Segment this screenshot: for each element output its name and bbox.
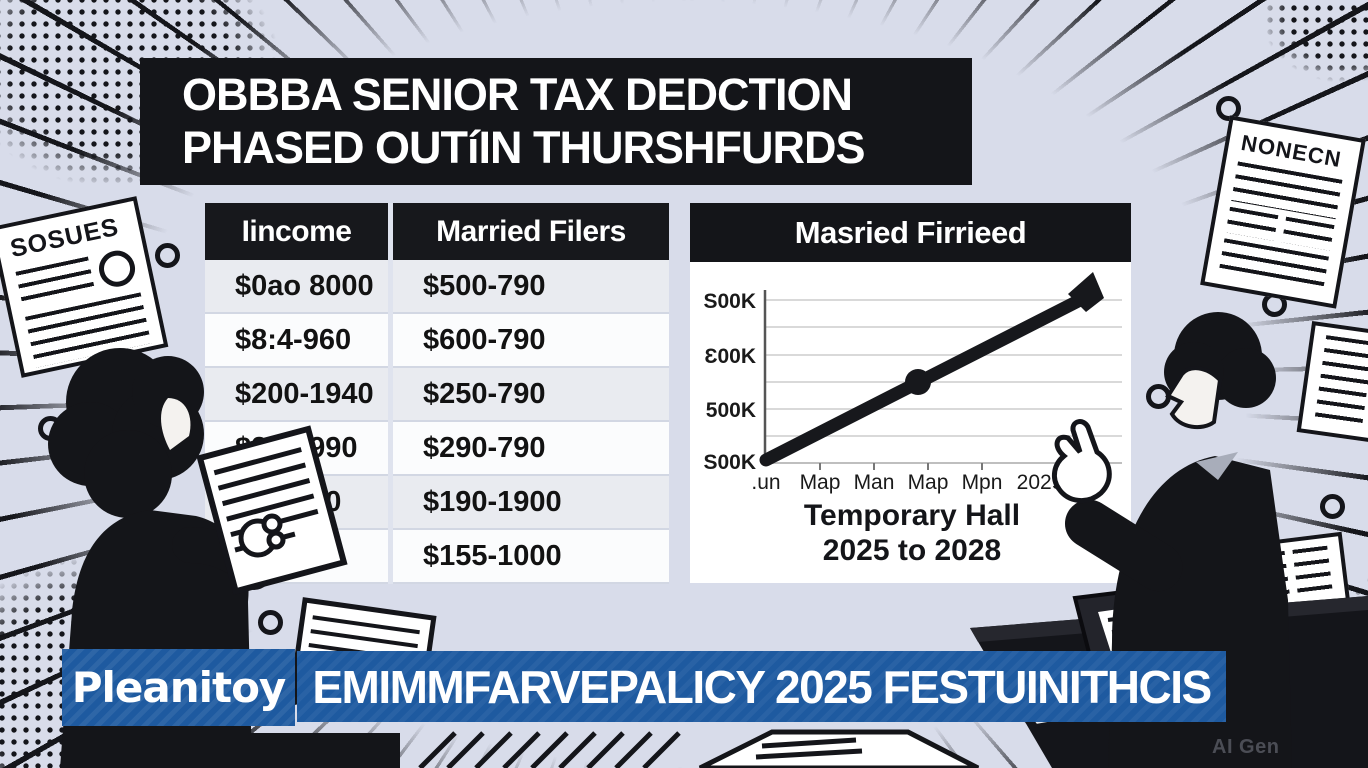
document-nonecn: NONECN	[1200, 115, 1366, 309]
footer-banner: EMIMMFARVEPALICY 2025 FESTUINITHCIS	[297, 651, 1226, 722]
circle-accent	[155, 243, 180, 268]
document-text-lines	[1281, 216, 1335, 251]
chart-caption-line1: Temporary Hall	[804, 499, 1020, 532]
title-line-1: OBBBA SENIOR TAX DEDCTION	[182, 68, 853, 120]
table-cell: $190-1900	[393, 476, 669, 530]
ai-gen-watermark: AI Gen	[1212, 736, 1279, 759]
table-cell: $200-990	[205, 422, 388, 476]
table-cell: $500-790	[393, 260, 669, 314]
document-bottom-right	[1232, 531, 1358, 677]
y-tick-labels: S00K Ɛ00K 500K S00K	[703, 290, 756, 474]
table-header-income: Iincome	[205, 203, 388, 260]
x-tick-labels: .un Map Man Map Mpn 2029	[751, 471, 1063, 494]
table-cell: $250-790	[393, 368, 669, 422]
document-text-lines	[1256, 601, 1341, 663]
chart-title: Masried Firrieed	[690, 203, 1131, 262]
title-banner: OBBBA SENIOR TAX DEDCTION PHASED OUTíIN …	[140, 58, 972, 185]
table-row: $200-990 $290-790	[205, 422, 669, 476]
line-chart-panel: Masried Firrieed	[690, 203, 1131, 583]
x-axis-ticks	[819, 463, 983, 470]
x-tick: .un	[751, 471, 780, 494]
y-tick: 500K	[706, 399, 756, 422]
line-chart: S00K Ɛ00K 500K S00K .un Map Man Map Mpn …	[703, 272, 1122, 567]
document-circle	[95, 247, 139, 291]
x-tick: Map	[800, 471, 841, 494]
circle-accent	[1320, 494, 1345, 519]
table-row: $0ao 8000 $500-790	[205, 260, 669, 314]
document-text-lines	[1249, 550, 1291, 603]
document-text-lines	[15, 256, 96, 310]
table-header-row: Iincome Married Filers	[205, 203, 669, 260]
chart-caption: Temporary Hall 2025 to 2028	[804, 499, 1020, 567]
tax-table: Iincome Married Filers $0ao 8000 $500-79…	[205, 203, 669, 584]
y-tick: Ɛ00K	[704, 345, 756, 368]
chart-caption-line2: 2025 to 2028	[823, 534, 1001, 567]
x-tick: 2029	[1017, 471, 1064, 494]
document-text-lines	[1313, 335, 1368, 431]
table-cell: $155-1000	[393, 530, 669, 584]
table-cell: $15-990	[205, 476, 388, 530]
y-tick: S00K	[703, 451, 756, 474]
table-header-married-filers: Married Filers	[393, 203, 669, 260]
table-cell: 990	[205, 530, 388, 584]
x-tick: Mpn	[962, 471, 1003, 494]
data-point-marker	[905, 369, 931, 395]
circle-accent	[258, 610, 283, 635]
halftone-dots-top-right	[1240, 0, 1368, 100]
document-text-lines	[1225, 206, 1279, 241]
circle-accent	[38, 416, 63, 441]
title-line-2: PHASED OUTíIN THURSHFURDS	[182, 121, 866, 173]
footer-banner-text: EMIMMFARVEPALICY 2025 FESTUINITHCIS	[312, 660, 1212, 713]
table-cell: $290-790	[393, 422, 669, 476]
table-cell: $0ao 8000	[205, 260, 388, 314]
table-row: $200-1940 $250-790	[205, 368, 669, 422]
table-cell: $200-1940	[205, 368, 388, 422]
y-tick: S00K	[703, 290, 756, 313]
table-cell: $600-790	[393, 314, 669, 368]
x-tick: Man	[854, 471, 895, 494]
circle-accent	[1146, 384, 1171, 409]
logo-text: Pleanitoy	[71, 663, 287, 712]
table-row: $15-990 $190-1900	[205, 476, 669, 530]
x-tick: Map	[908, 471, 949, 494]
arrowhead	[1068, 272, 1104, 312]
logo-badge: Pleanitoy	[62, 649, 295, 726]
table-row: $8:4-960 $600-790	[205, 314, 669, 368]
document-text-lines	[1292, 545, 1333, 598]
table-row: 990 $155-1000	[205, 530, 669, 584]
watermark-text: AI Gen	[1212, 736, 1280, 758]
table-cell: $8:4-960	[205, 314, 388, 368]
